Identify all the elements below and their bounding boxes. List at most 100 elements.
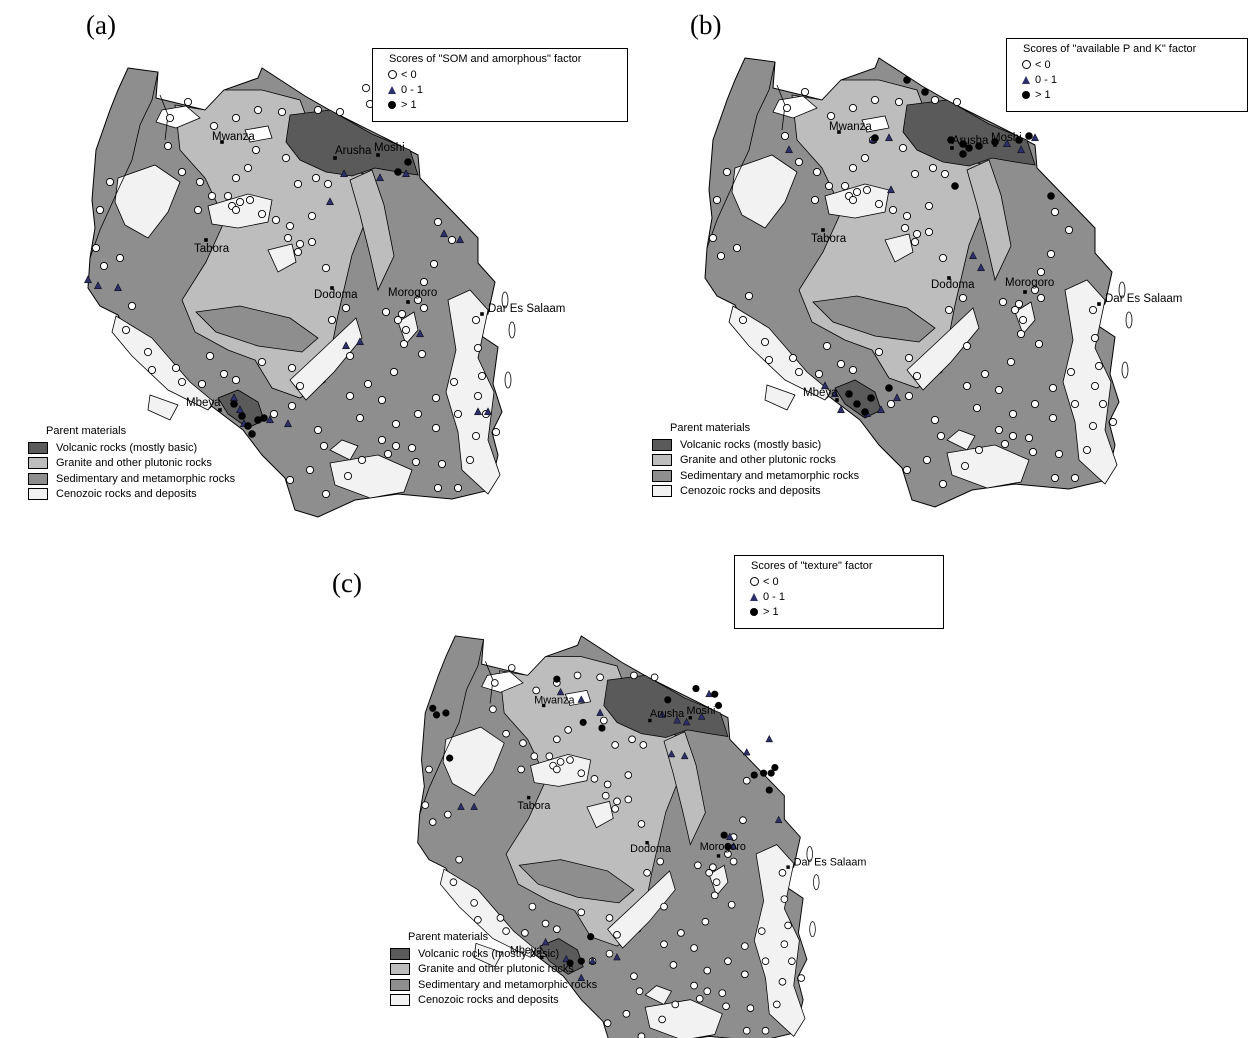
city-label: Moshi: [687, 705, 716, 717]
city-label: Mwanza: [212, 131, 255, 143]
city-marker: [1023, 290, 1027, 294]
sample-point-above-one: [1025, 132, 1033, 140]
sample-point-negative: [611, 805, 619, 813]
sample-point-negative: [724, 957, 732, 965]
sample-point-negative: [556, 758, 565, 766]
map-layers: Mwanza Arusha Moshi Tabora Dodoma Morogoro Dar…: [417, 635, 866, 1038]
open-circle-icon: [1021, 60, 1031, 69]
sample-point-negative: [994, 385, 1004, 395]
sample-point-negative: [1028, 447, 1038, 457]
sample-point-negative: [1050, 473, 1060, 483]
sample-point-negative: [361, 83, 371, 93]
legend-volcanic: Volcanic rocks (mostly basic): [390, 946, 597, 962]
sample-point-above-one: [692, 684, 700, 693]
open-circle-icon: [749, 577, 759, 586]
city-marker: [648, 718, 652, 723]
sample-point-negative: [521, 929, 529, 937]
island: [504, 371, 512, 389]
sample-point-negative: [852, 187, 862, 197]
sample-point-above-one: [254, 416, 262, 424]
tanzania-map: Mwanza Arusha Moshi Tabora Dodoma Morogoro Dar…: [417, 635, 866, 1038]
sample-point-above-one: [587, 933, 595, 941]
cenozoic-region: [329, 454, 413, 499]
sample-point-above-one: [248, 430, 256, 438]
sample-point-negative: [1066, 367, 1076, 377]
sample-point-negative: [742, 1026, 751, 1035]
sample-point-negative: [437, 459, 447, 469]
cenozoic-region: [289, 317, 363, 401]
cenozoic-region: [111, 315, 215, 411]
granite-region: [966, 159, 1012, 282]
sample-point-negative: [455, 855, 463, 864]
sample-point-above-one: [598, 724, 606, 732]
sample-point-negative: [253, 105, 263, 115]
sample-point-above-one: [853, 400, 861, 408]
sample-point-negative: [573, 671, 582, 680]
sample-point-negative: [1046, 249, 1056, 259]
sample-point-negative: [287, 363, 297, 373]
sample-point-negative: [718, 989, 727, 997]
city-marker: [540, 955, 544, 960]
sample-point-negative: [800, 87, 810, 97]
sample-point-negative: [577, 908, 586, 917]
sample-point-zero-one: [784, 145, 794, 154]
sample-point-zero-one: [339, 169, 349, 178]
legend-cenozoic: Cenozoic rocks and deposits: [390, 993, 597, 1009]
triangle-icon: [1022, 75, 1030, 84]
sample-point-above-one: [867, 394, 875, 402]
sample-point-negative: [1088, 305, 1098, 315]
shoreline: [89, 71, 159, 259]
sample-point-negative: [998, 297, 1008, 307]
sample-point-zero-one: [283, 419, 293, 428]
panel-label: (b): [690, 10, 722, 40]
sample-point-negative: [930, 415, 940, 425]
sample-point-negative: [355, 413, 365, 423]
parent-materials-title: Parent materials: [46, 425, 127, 437]
sedimentary-region: [518, 859, 635, 904]
sedimentary-swatch: [28, 472, 48, 485]
sample-point-negative: [709, 863, 717, 871]
sample-point-negative: [471, 431, 481, 441]
sample-point-zero-one: [667, 749, 676, 758]
sample-point-negative: [243, 163, 253, 173]
sample-point-negative: [1000, 439, 1010, 449]
city-label: Dodoma: [630, 843, 671, 855]
sample-point-negative: [601, 791, 610, 800]
cenozoic-region: [442, 726, 505, 797]
sample-point-negative: [732, 243, 742, 253]
sample-point-zero-one: [470, 802, 478, 810]
sample-point-negative: [960, 461, 970, 471]
sample-point-negative: [473, 343, 483, 353]
sample-point-negative: [922, 455, 932, 465]
sample-point-negative: [219, 369, 229, 379]
sample-point-above-one: [711, 690, 719, 698]
sample-point-negative: [669, 961, 678, 969]
sample-point-zero-one: [705, 689, 713, 698]
sample-point-negative: [622, 1009, 631, 1018]
cenozoic-region: [147, 394, 179, 421]
sample-point-zero-one: [1030, 133, 1040, 142]
sample-point-negative: [419, 277, 429, 287]
sample-point-negative: [824, 181, 834, 191]
sample-point-negative: [307, 237, 317, 247]
legend-item-negative: < 0: [745, 574, 935, 589]
sample-point-negative: [205, 351, 215, 361]
sample-point-negative: [870, 95, 880, 105]
sample-point-negative: [425, 765, 433, 774]
cenozoic-region: [473, 942, 503, 968]
cenozoic-region: [267, 243, 297, 273]
sample-point-zero-one: [325, 197, 335, 206]
sample-point-negative: [1070, 399, 1080, 409]
cenozoic-region: [530, 753, 592, 787]
sample-point-negative: [1090, 333, 1100, 343]
sample-point-negative: [532, 686, 540, 695]
sample-point-negative: [712, 878, 721, 887]
sample-point-negative: [421, 801, 430, 809]
sample-point-negative: [271, 215, 281, 225]
sample-point-zero-one: [1016, 145, 1026, 154]
sample-point-negative: [449, 878, 458, 887]
sample-point-zero-one: [577, 695, 586, 703]
sedimentary-swatch: [390, 978, 410, 991]
city-label: Tabora: [517, 800, 550, 812]
sample-point-above-one: [577, 957, 585, 965]
